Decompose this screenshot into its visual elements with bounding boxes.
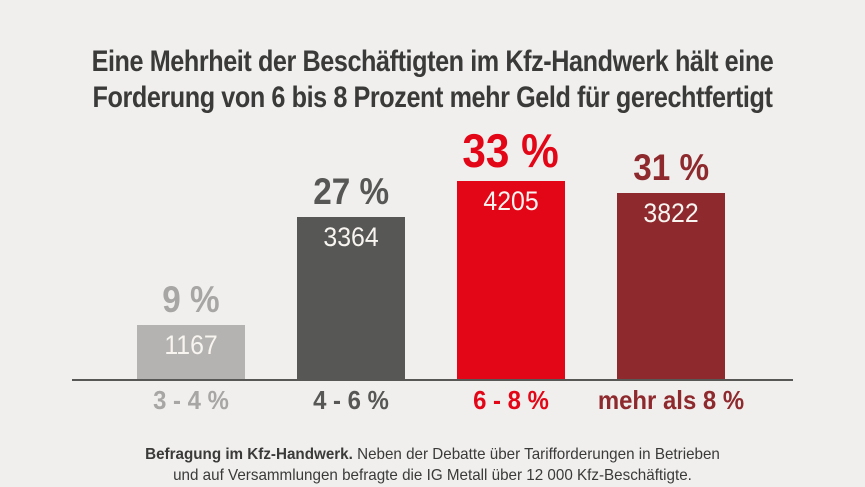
bar-group: 33 % 4205 <box>431 127 591 379</box>
bar-percent-label: 27 % <box>313 171 389 212</box>
source-note-line-1: Befragung im Kfz-Handwerk. Neben der Deb… <box>22 444 844 465</box>
bar-value-label: 3364 <box>323 222 379 252</box>
category-label: 4 - 6 % <box>313 385 389 415</box>
page-title: Eine Mehrheit der Beschäftigten im Kfz-H… <box>0 44 865 116</box>
bar: 4205 <box>457 181 565 379</box>
title-line-1: Eine Mehrheit der Beschäftigten im Kfz-H… <box>91 45 774 79</box>
category-label: 6 - 8 % <box>473 385 549 415</box>
source-note-line-2: und auf Versammlungen befragte die IG Me… <box>173 467 692 484</box>
bar-value-label: 4205 <box>483 186 539 216</box>
bar-group: 9 % 1167 <box>111 281 271 379</box>
bar-group: 31 % 3822 <box>591 149 751 379</box>
bar-chart: 9 % 1167 27 % 3364 33 % 4205 31 % 3822 <box>111 127 751 379</box>
bar-value-label: 3822 <box>643 198 699 228</box>
bar-percent-label: 31 % <box>633 147 709 188</box>
x-axis-labels: 3 - 4 % 4 - 6 % 6 - 8 % mehr als 8 % <box>111 387 751 413</box>
bar-percent-label: 9 % <box>162 279 220 320</box>
bar: 3822 <box>617 193 725 379</box>
bar-percent-label: 33 % <box>462 124 560 177</box>
source-note-rest: Neben der Debatte über Tarifforderungen … <box>352 446 720 463</box>
bar: 3364 <box>297 217 405 379</box>
bar-value-label: 1167 <box>164 330 218 360</box>
bar-group: 27 % 3364 <box>271 173 431 379</box>
source-note-lead: Befragung im Kfz-Handwerk. <box>145 446 353 463</box>
category-label: 3 - 4 % <box>153 385 229 415</box>
category-label: mehr als 8 % <box>597 385 745 415</box>
source-note: Befragung im Kfz-Handwerk. Neben der Deb… <box>0 444 865 486</box>
x-axis-line <box>72 379 793 381</box>
bar: 1167 <box>137 325 245 379</box>
title-line-2: Forderung von 6 bis 8 Prozent mehr Geld … <box>92 81 773 115</box>
